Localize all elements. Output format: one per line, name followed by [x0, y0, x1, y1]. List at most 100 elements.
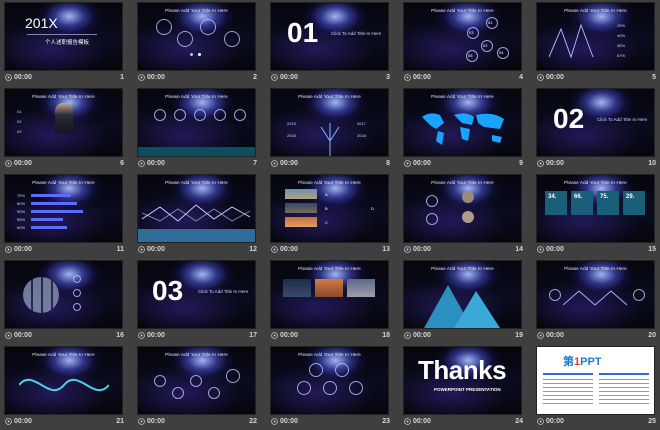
- play-icon[interactable]: [537, 160, 544, 167]
- slide-3-thumbnail[interactable]: 01 Click To Add Title In Here: [270, 2, 389, 71]
- slide-number: 3: [386, 74, 390, 81]
- play-icon[interactable]: [404, 418, 411, 425]
- slide-12[interactable]: Please Add Your Title In Here 00:00 12: [137, 174, 260, 258]
- play-icon[interactable]: [271, 332, 278, 339]
- slide-8[interactable]: Please Add Your Title In Here 2015 2016 …: [270, 88, 393, 172]
- play-icon[interactable]: [271, 246, 278, 253]
- decorative-circle: [224, 31, 240, 47]
- slide-1[interactable]: 201X 个人述职报告模板 00:00 1: [4, 2, 127, 86]
- slide-21-thumbnail[interactable]: Please Add Your Title In Here: [4, 346, 123, 415]
- play-icon[interactable]: [138, 160, 145, 167]
- slide-23-title: Please Add Your Title In Here: [298, 352, 361, 357]
- slide-10-thumbnail[interactable]: 02 Click To Add Title In Here: [536, 88, 655, 157]
- percent-label: 70%: [17, 193, 26, 198]
- slide-6-title: Please Add Your Title In Here: [32, 94, 95, 99]
- play-icon[interactable]: [537, 418, 544, 425]
- slide-6-thumbnail[interactable]: Please Add Your Title In Here 01 02 03: [4, 88, 123, 157]
- slide-12-thumbnail[interactable]: Please Add Your Title In Here: [137, 174, 256, 243]
- slide-23[interactable]: Please Add Your Title In Here 00:00 23: [270, 346, 393, 430]
- decorative-circle: [234, 109, 246, 121]
- slide-2-thumbnail[interactable]: Please Add Your Title In Here: [137, 2, 256, 71]
- slide-17[interactable]: 03 Click To Add Title In Here 00:00 17: [137, 260, 260, 344]
- play-icon[interactable]: [5, 418, 12, 425]
- slide-20-thumbnail[interactable]: Please Add Your Title In Here: [536, 260, 655, 329]
- slide-20[interactable]: Please Add Your Title In Here 00:00 20: [536, 260, 659, 344]
- slide-4-thumbnail[interactable]: Please Add Your Title In Here 01 02 03 0…: [403, 2, 522, 71]
- slide-1-thumbnail[interactable]: 201X 个人述职报告模板: [4, 2, 123, 71]
- slide-17-thumbnail[interactable]: 03 Click To Add Title In Here: [137, 260, 256, 329]
- slide-3[interactable]: 01 Click To Add Title In Here 00:00 3: [270, 2, 393, 86]
- slide-13-thumbnail[interactable]: Please Add Your Title In Here A B C D: [270, 174, 389, 243]
- slide-number: 9: [519, 160, 523, 167]
- slide-16-meta: 00:00 16: [4, 331, 127, 343]
- slide-24[interactable]: Thanks POWERPOINT PRESENTATION 00:00 24: [403, 346, 526, 430]
- slide-11-thumbnail[interactable]: Please Add Your Title In Here 70% 80% 90…: [4, 174, 123, 243]
- slide-15-thumbnail[interactable]: Please Add Your Title In Here 34. 66. 75…: [536, 174, 655, 243]
- play-icon[interactable]: [404, 332, 411, 339]
- label: 02: [483, 43, 488, 48]
- play-icon[interactable]: [537, 332, 544, 339]
- slide-25-thumbnail[interactable]: 第1PPT: [536, 346, 655, 415]
- slide-5-meta: 00:00 5: [536, 73, 659, 85]
- play-icon[interactable]: [404, 74, 411, 81]
- slide-9-meta: 00:00 9: [403, 159, 526, 171]
- slide-16-thumbnail[interactable]: [4, 260, 123, 329]
- play-icon[interactable]: [5, 332, 12, 339]
- slide-11-title: Please Add Your Title In Here: [32, 180, 95, 185]
- play-icon[interactable]: [138, 246, 145, 253]
- slide-7-thumbnail[interactable]: Please Add Your Title In Here: [137, 88, 256, 157]
- slide-14-thumbnail[interactable]: Please Add Your Title In Here: [403, 174, 522, 243]
- slide-10[interactable]: 02 Click To Add Title In Here 00:00 10: [536, 88, 659, 172]
- play-icon[interactable]: [271, 418, 278, 425]
- play-icon[interactable]: [5, 74, 12, 81]
- footer-band: [138, 147, 255, 156]
- slide-14[interactable]: Please Add Your Title In Here 00:00 14: [403, 174, 526, 258]
- slide-18-thumbnail[interactable]: Please Add Your Title In Here: [270, 260, 389, 329]
- slide-25[interactable]: 第1PPT 00:00 25: [536, 346, 659, 430]
- slide-16[interactable]: 00:00 16: [4, 260, 127, 344]
- play-icon[interactable]: [5, 246, 12, 253]
- decorative-circle: [466, 50, 478, 62]
- slide-8-thumbnail[interactable]: Please Add Your Title In Here 2015 2016 …: [270, 88, 389, 157]
- slide-23-thumbnail[interactable]: Please Add Your Title In Here: [270, 346, 389, 415]
- slide-11[interactable]: Please Add Your Title In Here 70% 80% 90…: [4, 174, 127, 258]
- play-icon[interactable]: [404, 246, 411, 253]
- slide-5-thumbnail[interactable]: Please Add Your Title In Here 25% 40% 36…: [536, 2, 655, 71]
- slide-17-section-number: 03: [152, 275, 184, 306]
- slide-24-meta: 00:00 24: [403, 417, 526, 429]
- slide-18[interactable]: Please Add Your Title In Here 00:00 18: [270, 260, 393, 344]
- divider: [27, 34, 97, 35]
- slide-25-meta: 00:00 25: [536, 417, 659, 429]
- play-icon[interactable]: [537, 246, 544, 253]
- photo: [347, 279, 375, 297]
- slide-2[interactable]: Please Add Your Title In Here 00:00 2: [137, 2, 260, 86]
- play-icon[interactable]: [138, 418, 145, 425]
- decorative-circle: [426, 195, 438, 207]
- slide-7[interactable]: Please Add Your Title In Here 00:00 7: [137, 88, 260, 172]
- slide-13[interactable]: Please Add Your Title In Here A B C D 00…: [270, 174, 393, 258]
- label: 03: [17, 129, 22, 134]
- slide-9[interactable]: Please Add Your Title In Here 00:00 9: [403, 88, 526, 172]
- slide-22-thumbnail[interactable]: Please Add Your Title In Here: [137, 346, 256, 415]
- play-icon[interactable]: [537, 74, 544, 81]
- play-icon[interactable]: [138, 332, 145, 339]
- slide-22[interactable]: Please Add Your Title In Here 00:00 22: [137, 346, 260, 430]
- slide-number: 17: [249, 332, 257, 339]
- slide-18-title: Please Add Your Title In Here: [298, 266, 361, 271]
- stat-value: 75.: [600, 194, 609, 200]
- slide-24-thumbnail[interactable]: Thanks POWERPOINT PRESENTATION: [403, 346, 522, 415]
- play-icon[interactable]: [271, 74, 278, 81]
- slide-5[interactable]: Please Add Your Title In Here 25% 40% 36…: [536, 2, 659, 86]
- play-icon[interactable]: [138, 74, 145, 81]
- slide-19-thumbnail[interactable]: Please Add Your Title In Here: [403, 260, 522, 329]
- play-icon[interactable]: [5, 160, 12, 167]
- slide-4[interactable]: Please Add Your Title In Here 01 02 03 0…: [403, 2, 526, 86]
- slide-15[interactable]: Please Add Your Title In Here 34. 66. 75…: [536, 174, 659, 258]
- slide-6[interactable]: Please Add Your Title In Here 01 02 03 0…: [4, 88, 127, 172]
- text-line: [543, 373, 593, 375]
- slide-19[interactable]: Please Add Your Title In Here 00:00 19: [403, 260, 526, 344]
- play-icon[interactable]: [271, 160, 278, 167]
- slide-9-thumbnail[interactable]: Please Add Your Title In Here: [403, 88, 522, 157]
- play-icon[interactable]: [404, 160, 411, 167]
- slide-21[interactable]: Please Add Your Title In Here 00:00 21: [4, 346, 127, 430]
